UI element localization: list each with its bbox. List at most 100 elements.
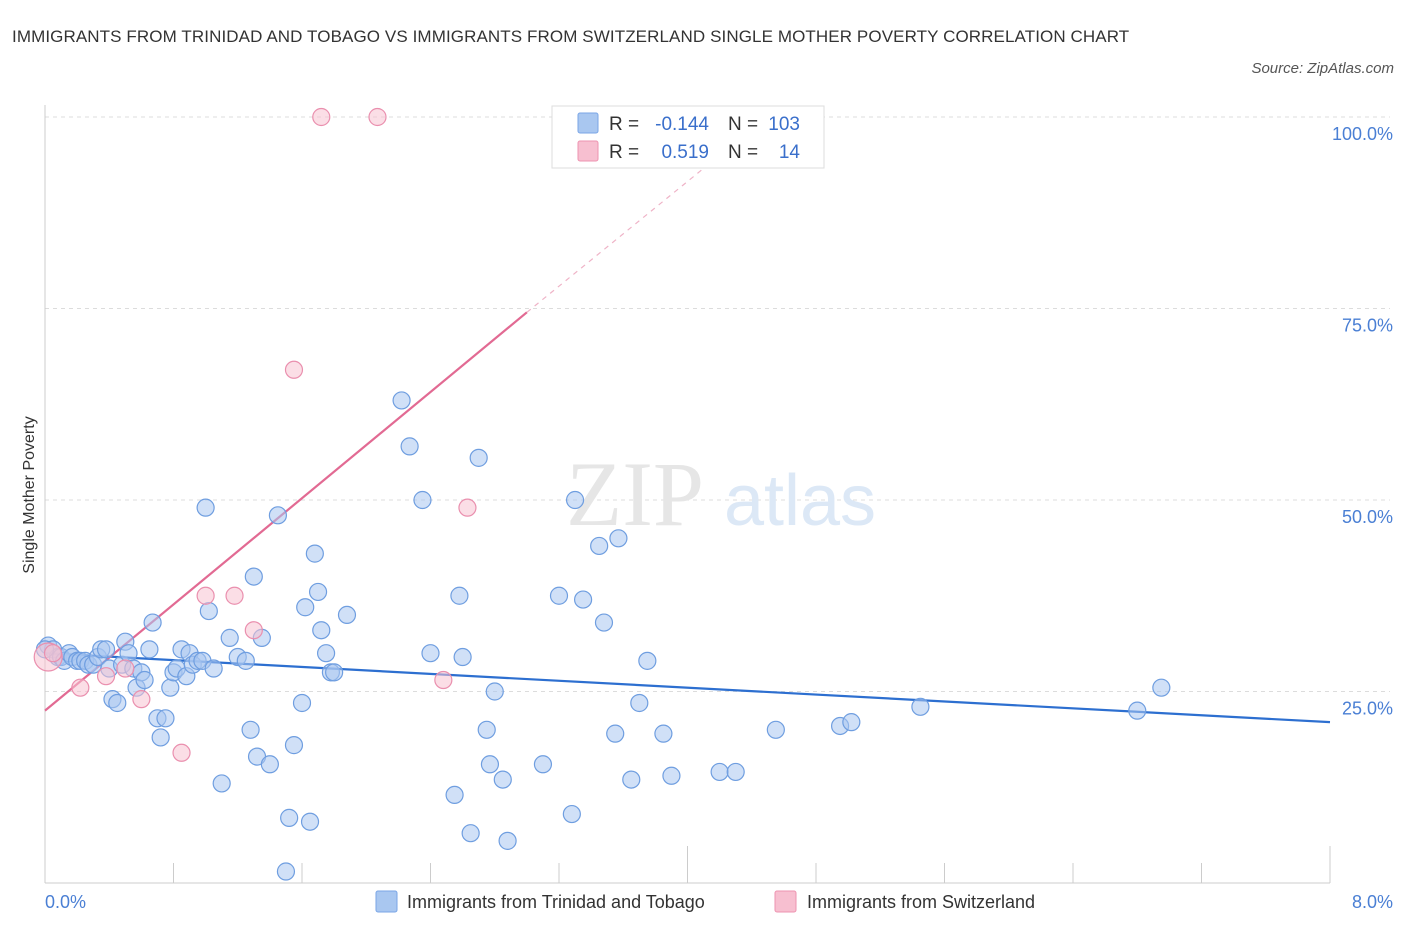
point-trinidad [151,728,170,747]
point-trinidad [300,812,320,831]
legend-swatch-switzerland [577,140,599,162]
point-trinidad [445,785,464,805]
y-tick-label-2: 75.0% [1342,316,1393,336]
point-trinidad [485,682,504,701]
point-trinidad [196,498,215,517]
watermark: ZIP atlas [566,443,876,545]
point-trinidad [594,613,614,632]
point-trinidad [276,862,296,881]
point-trinidad [573,590,593,609]
point-trinidad [392,391,411,410]
point-trinidad [284,736,304,755]
series-trinidad-points [35,391,1171,881]
legend-r-label-1: R = [609,114,639,135]
point-trinidad [220,628,239,647]
point-trinidad [590,536,609,556]
point-trinidad [140,640,159,659]
watermark-zip: ZIP [566,443,704,545]
point-trinidad [493,770,512,789]
point-trinidad [244,567,263,586]
point-switzerland [71,678,90,697]
y-axis-label: Single Mother Poverty [21,416,38,573]
point-trinidad [119,644,138,663]
point-trinidad [562,804,581,824]
point-trinidad [161,678,180,697]
point-trinidad [135,670,154,690]
point-trinidad [241,720,260,739]
point-trinidad [312,621,331,640]
point-switzerland [43,644,63,663]
point-trinidad [260,755,279,774]
point-trinidad [453,647,472,667]
point-trinidad [156,709,175,728]
point-switzerland [368,107,387,127]
point-switzerland [116,659,135,678]
point-trinidad [622,770,641,789]
y-tick-label-1: 50.0% [1342,507,1393,527]
point-trinidad [325,663,344,682]
point-trinidad [766,720,785,739]
point-trinidad [911,697,930,716]
point-trinidad [710,762,729,782]
point-switzerland [312,107,331,127]
point-trinidad [199,601,218,621]
axes [44,105,1331,884]
point-trinidad [654,724,673,743]
point-trinidad [108,693,127,713]
x-tick-label-0: 0.0% [45,892,86,912]
point-trinidad [565,490,585,510]
trend-line-trinidad [44,652,1331,724]
point-trinidad [606,724,625,743]
point-trinidad [212,774,231,793]
point-trinidad [498,831,517,850]
y-tick-labels: 25.0% 50.0% 75.0% 100.0% [1332,124,1393,719]
stats-legend: R = -0.144 N = 103 R = 0.519 N = 14 [551,105,825,169]
point-trinidad [533,755,553,774]
point-trinidad [292,693,312,713]
point-trinidad [480,755,500,774]
gridlines [45,116,1390,692]
point-switzerland [132,690,151,709]
point-switzerland [244,621,263,640]
point-trinidad [842,713,861,732]
point-trinidad [469,448,488,467]
point-trinidad [143,613,162,632]
point-trinidad [316,644,336,663]
point-trinidad [413,490,432,510]
series-legend-label-trinidad: Immigrants from Trinidad and Tobago [407,892,705,912]
legend-r-value-1: -0.144 [655,114,709,135]
point-switzerland [458,498,477,517]
legend-r-value-2: 0.519 [661,142,709,163]
series-switzerland-points [33,107,477,762]
point-trinidad [280,808,299,827]
point-trinidad [400,437,419,456]
point-switzerland [434,670,453,690]
point-trinidad [549,586,569,605]
point-trinidad [1128,701,1147,720]
point-trinidad [96,640,116,659]
point-switzerland [225,586,244,605]
legend-r-label-2: R = [609,142,639,163]
legend-n-label-2: N = [728,142,758,163]
point-trinidad [236,651,255,670]
series-legend-swatch-trinidad [375,890,398,913]
point-trinidad [609,529,628,548]
point-trinidad [296,598,315,617]
point-trinidad [726,762,745,782]
x-tick-label-1: 8.0% [1352,892,1393,912]
point-trinidad [477,720,496,739]
legend-n-value-2: 14 [779,142,801,163]
legend-n-value-1: 103 [768,114,800,135]
source-note: Source: ZipAtlas.com [1251,60,1394,77]
point-trinidad [662,766,681,785]
y-tick-label-0: 25.0% [1342,699,1393,719]
point-trinidad [461,824,480,843]
series-legend: Immigrants from Trinidad and Tobago Immi… [375,890,1035,913]
point-trinidad [337,605,357,625]
series-legend-label-switzerland: Immigrants from Switzerland [807,892,1035,912]
point-trinidad [268,506,288,525]
trend-line-switzerland-extension [526,154,721,313]
legend-n-label-1: N = [728,114,758,135]
point-trinidad [308,582,328,602]
